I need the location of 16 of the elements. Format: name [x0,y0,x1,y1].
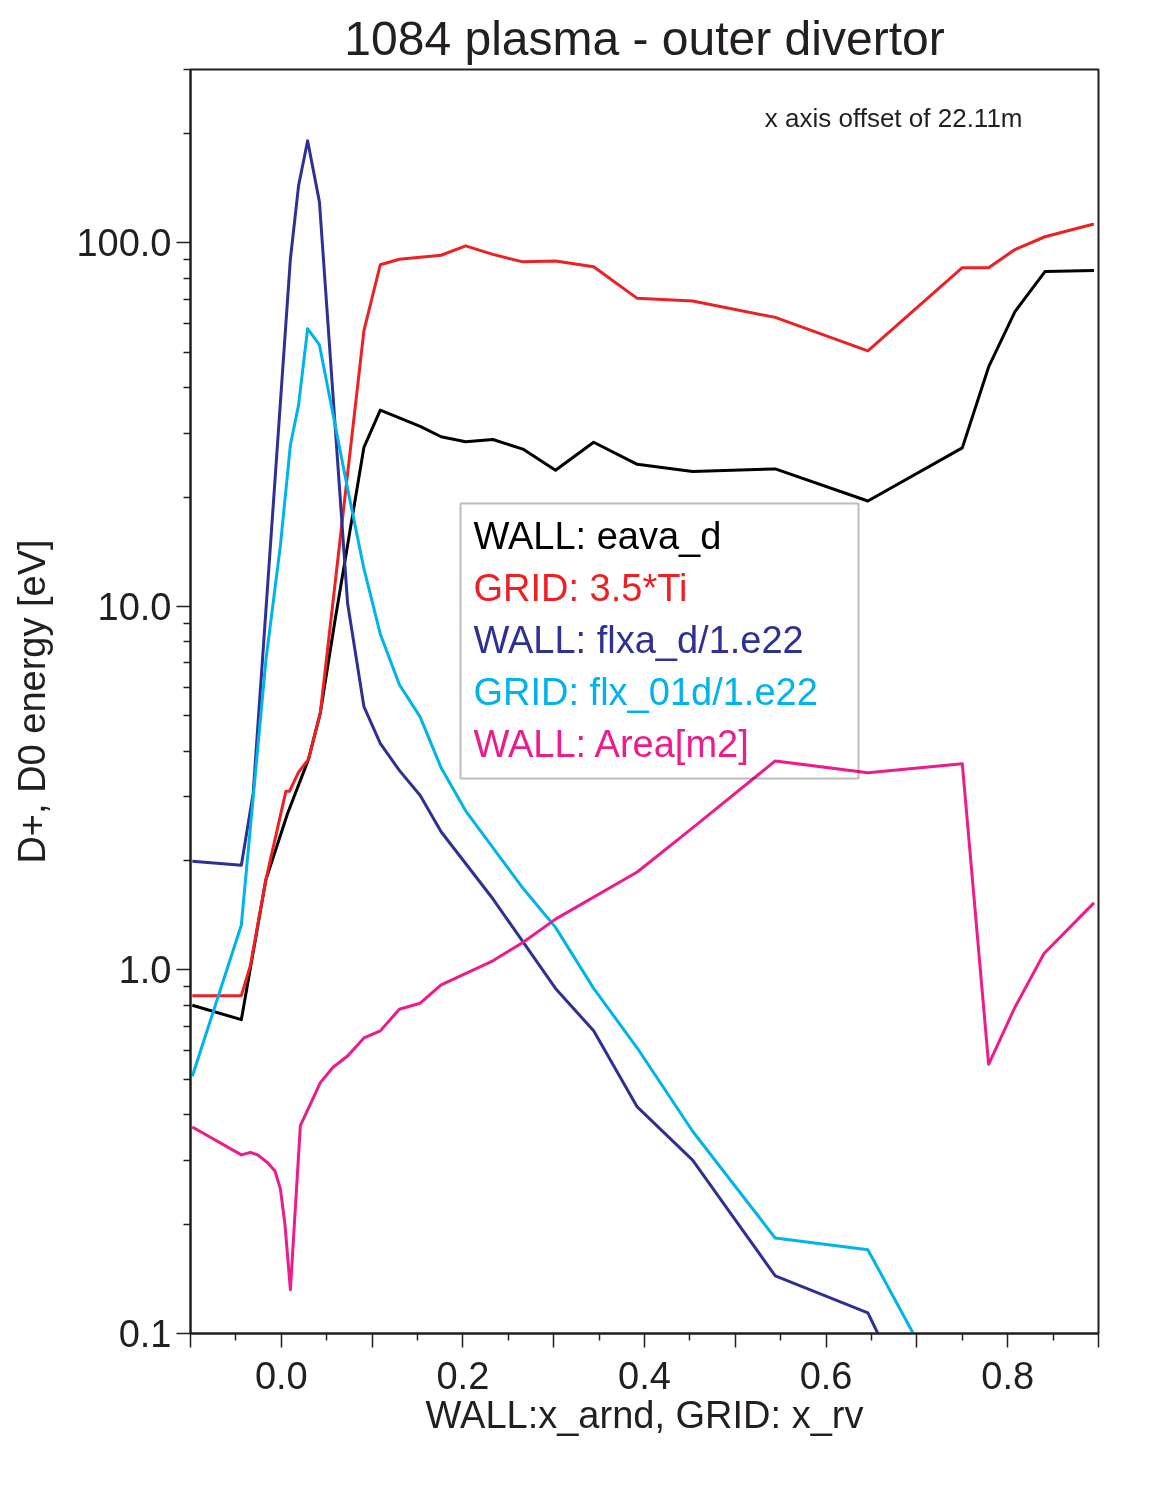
annotation: x axis offset of 22.11m [764,102,1023,133]
y-tick-label: 100.0 [76,222,172,265]
series-label: WALL: eava_d [473,514,722,557]
y-tick-label: 0.1 [118,1313,172,1355]
x-tick-label: 0.0 [254,1354,308,1397]
x-tick-label: 0.8 [981,1354,1035,1397]
series-label: GRID: flx_01d/1.e22 [473,670,818,713]
y-tick-label: 10.0 [97,585,172,628]
y-tick-label: 1.0 [118,949,172,992]
text: GRID: 3.5*Ti [473,566,688,609]
y-axis-title: D+, D0 energy [eV] [11,539,54,864]
line-series [190,139,880,1334]
text: WALL: flxa_d/1.e22 [473,618,804,661]
series-label: WALL: Area[m2] [473,722,749,765]
line-series [190,327,915,1334]
chart-title: 1084 plasma - outer divertor [344,11,945,65]
